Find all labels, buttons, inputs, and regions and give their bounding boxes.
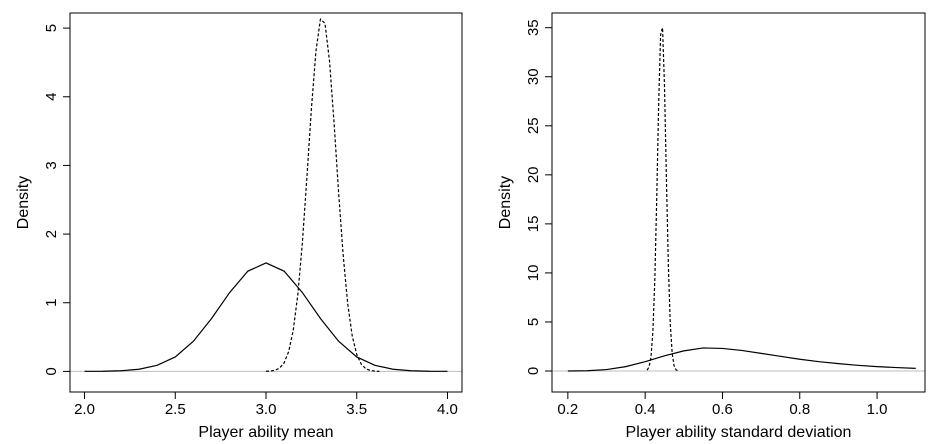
y-tick-label: 25 — [525, 117, 542, 134]
plot-box — [551, 12, 926, 393]
x-tick-label: 0.2 — [557, 401, 578, 418]
y-axis-title: Density — [15, 176, 32, 229]
x-axis-title: Player ability standard deviation — [626, 424, 852, 441]
x-tick-label: 4.0 — [437, 401, 458, 418]
y-tick-label: 15 — [525, 216, 542, 233]
x-tick-label: 2.0 — [74, 401, 95, 418]
plot-box — [69, 12, 463, 393]
y-tick-label: 5 — [43, 24, 60, 32]
y-axis-title: Density — [497, 176, 514, 229]
y-tick-label: 0 — [43, 367, 60, 375]
y-tick-label: 1 — [43, 299, 60, 307]
x-axis-title: Player ability mean — [198, 424, 333, 441]
y-tick-label: 5 — [525, 318, 542, 326]
y-tick-label: 2 — [43, 230, 60, 238]
y-tick-label: 3 — [43, 161, 60, 169]
density-line — [567, 347, 916, 372]
x-tick-label: 1.0 — [867, 401, 888, 418]
y-tick-label: 0 — [525, 367, 542, 375]
density-line — [646, 27, 679, 372]
x-tick-label: 2.5 — [165, 401, 186, 418]
x-tick-label: 3.0 — [256, 401, 277, 418]
y-tick-label: 20 — [525, 166, 542, 183]
x-tick-label: 0.6 — [712, 401, 733, 418]
x-tick-label: 3.5 — [346, 401, 367, 418]
x-tick-label: 0.8 — [789, 401, 810, 418]
density-line — [265, 17, 380, 372]
density-line — [84, 262, 448, 372]
x-tick-label: 0.4 — [635, 401, 656, 418]
y-tick-label: 10 — [525, 265, 542, 282]
y-tick-label: 35 — [525, 19, 542, 36]
y-tick-label: 4 — [43, 93, 60, 101]
y-tick-label: 30 — [525, 68, 542, 85]
